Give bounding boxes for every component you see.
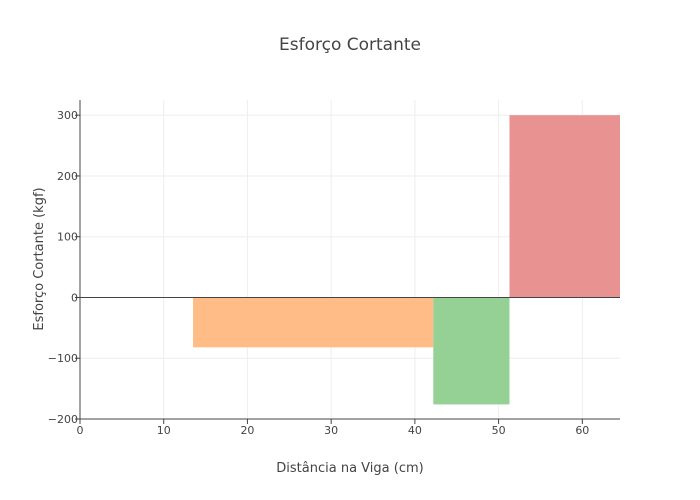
x-tick-label: 10	[157, 424, 171, 437]
y-tick-label: −200	[48, 413, 78, 426]
x-tick-label: 30	[324, 424, 338, 437]
x-tick-label: 20	[240, 424, 254, 437]
y-tick-label: −100	[48, 352, 78, 365]
y-tick-label: 200	[57, 170, 78, 183]
shear-segment-2	[433, 297, 510, 405]
x-tick-label: 0	[77, 424, 84, 437]
y-tick-label: 300	[57, 109, 78, 122]
bars-layer	[193, 115, 620, 405]
y-axis-title: Esforço Cortante (kgf)	[32, 187, 47, 330]
shear-segment-3	[509, 115, 620, 298]
y-tick-label: 100	[57, 231, 78, 244]
y-tick-label: 0	[71, 291, 78, 304]
chart-title: Esforço Cortante	[279, 35, 421, 55]
x-tick-label: 50	[492, 424, 506, 437]
x-axis-title: Distância na Viga (cm)	[276, 461, 423, 476]
ticks-layer: 0 10 20 30 40 50 60 −200 −100 0 100 200 300	[48, 109, 590, 437]
x-tick-label: 40	[408, 424, 422, 437]
x-tick-label: 60	[575, 424, 589, 437]
axes-layer	[79, 100, 620, 420]
shear-segment-1	[193, 297, 434, 348]
